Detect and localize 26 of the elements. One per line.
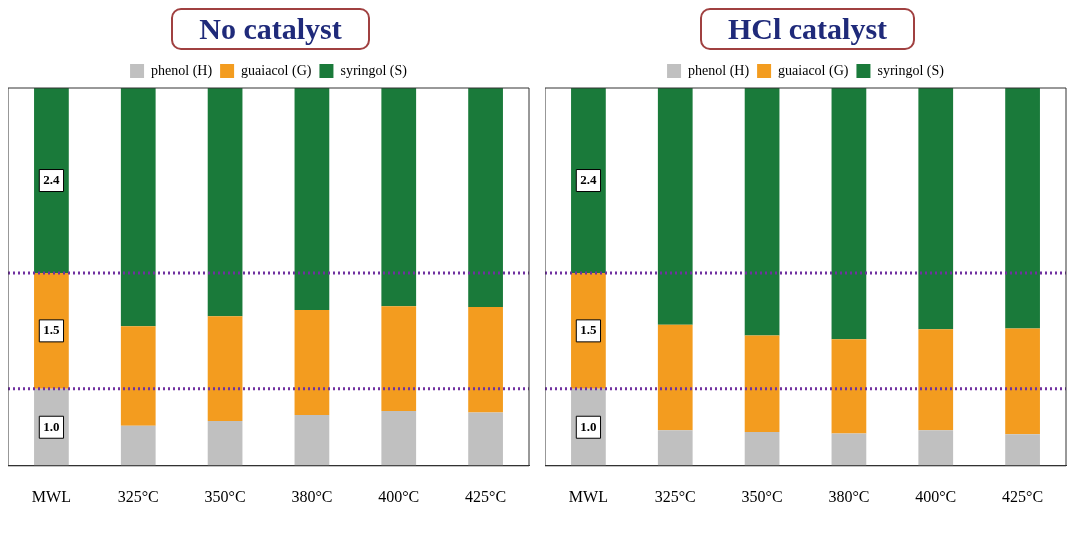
x-tick-label: 400°C (378, 487, 420, 505)
x-tick-label: 325°C (654, 487, 696, 505)
chart-title: HCl catalyst (699, 8, 916, 50)
data-label: 1.0 (43, 418, 60, 434)
data-label: 1.5 (43, 322, 61, 338)
data-label: 1.5 (580, 322, 598, 338)
chart-title: No catalyst (171, 8, 370, 50)
legend-label: syringol (S) (877, 62, 945, 79)
data-label: 2.4 (43, 171, 61, 187)
legend-label: phenol (H) (151, 62, 213, 79)
x-tick-label: MWL (31, 487, 71, 505)
x-tick-label: 325°C (117, 487, 159, 505)
legend-label: guaiacol (G) (778, 62, 849, 79)
x-tick-label: 380°C (291, 487, 333, 505)
data-label: 1.0 (580, 418, 597, 434)
data-label: 2.4 (580, 171, 598, 187)
legend-label: guaiacol (G) (241, 62, 312, 79)
x-tick-label: 425°C (1002, 487, 1044, 505)
legend-label: phenol (H) (688, 62, 750, 79)
x-tick-label: 350°C (204, 487, 246, 505)
x-tick-label: 380°C (828, 487, 870, 505)
x-tick-label: 350°C (741, 487, 783, 505)
x-tick-label: 425°C (465, 487, 507, 505)
legend-label: syringol (S) (340, 62, 408, 79)
x-tick-label: MWL (568, 487, 608, 505)
x-tick-label: 400°C (915, 487, 957, 505)
